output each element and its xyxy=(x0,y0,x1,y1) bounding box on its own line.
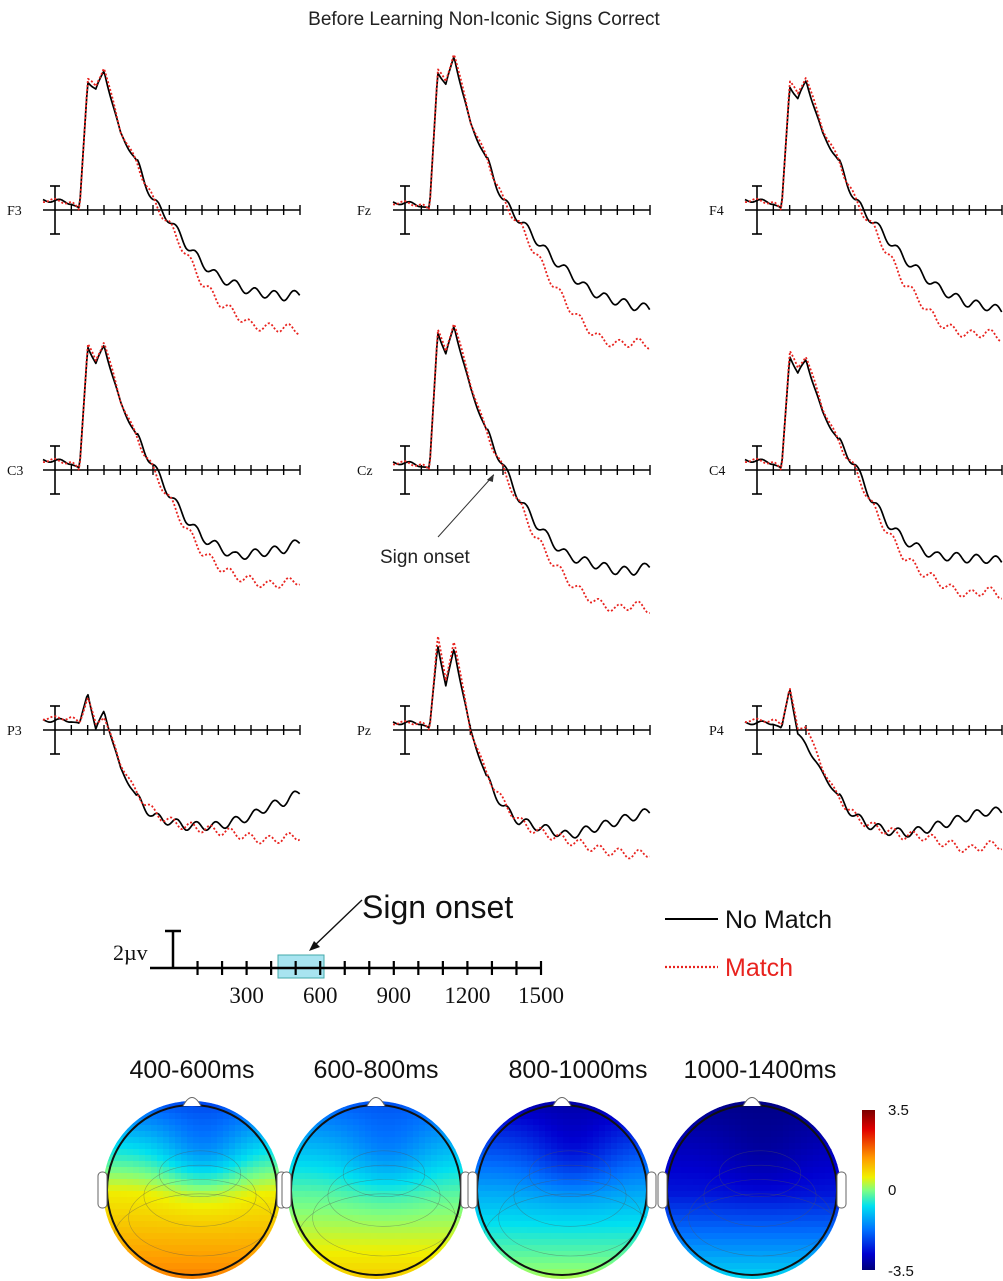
no-match-series-line xyxy=(392,646,651,839)
scale-sign-onset-label: Sign onset xyxy=(362,889,513,925)
topo-contour xyxy=(528,1150,612,1198)
topo-window-label: 800-1000ms xyxy=(509,1056,648,1084)
colorbar: 3.5 0 -3.5 xyxy=(862,1102,914,1280)
topo-color-field xyxy=(103,1101,281,1279)
topo-contour xyxy=(703,1164,817,1227)
sign-onset-arrow-line xyxy=(437,474,495,538)
topo-color-field xyxy=(287,1101,465,1279)
match-series-line xyxy=(42,342,301,589)
colorbar-gradient xyxy=(862,1110,875,1270)
match-series-line xyxy=(744,688,1002,853)
left-ear-shape xyxy=(657,1171,668,1209)
topo-maps: 400-600ms 600-800ms 800-1000ms 1000-1400ms xyxy=(97,1056,847,1279)
topo-contour xyxy=(513,1164,627,1227)
right-ear-shape xyxy=(646,1171,657,1209)
match-series-line xyxy=(42,697,301,845)
topo-window-label: 600-800ms xyxy=(313,1056,438,1084)
no-match-series-line xyxy=(744,356,1003,565)
sign-onset-window xyxy=(277,954,325,979)
electrode-label: C4 xyxy=(709,464,725,479)
figure-title: Before Learning Non-Iconic Signs Correct xyxy=(308,9,660,30)
electrode-label: F3 xyxy=(7,204,22,219)
erp-panels: F3 Fz F4 C3 Cz C4 P3 Pz P4 xyxy=(7,53,1003,860)
topo-map-3: 800-1000ms xyxy=(467,1056,657,1279)
topo-map-2: 600-800ms xyxy=(281,1056,471,1279)
colorbar-min-label: -3.5 xyxy=(888,1263,914,1280)
electrode-label: Fz xyxy=(357,204,371,219)
electrode-label: C3 xyxy=(7,464,23,479)
scale-tick-label: 1500 xyxy=(518,983,564,1008)
no-match-series-line xyxy=(42,345,301,561)
electrode-label: P3 xyxy=(7,724,22,739)
no-match-series-line xyxy=(744,80,1003,313)
scale-tick-label: 1200 xyxy=(444,983,490,1008)
topo-color-field xyxy=(473,1101,651,1279)
topo-window-label: 400-600ms xyxy=(129,1056,254,1084)
scale-sign-onset-arrow xyxy=(312,899,363,948)
match-series-line xyxy=(392,635,651,860)
match-series-line xyxy=(392,53,650,350)
topo-window-label: 1000-1400ms xyxy=(684,1056,837,1084)
topo-color-field xyxy=(663,1101,841,1279)
erp-panel-c3: C3 xyxy=(7,342,301,589)
scale-voltage-label: 2µv xyxy=(113,940,148,965)
no-match-series-line xyxy=(392,326,651,576)
electrode-label: P4 xyxy=(709,724,724,739)
legend: No Match Match xyxy=(665,906,832,982)
right-ear-shape xyxy=(836,1171,847,1209)
sign-onset-label: Sign onset xyxy=(380,547,471,568)
left-ear-shape xyxy=(467,1171,478,1209)
legend-no-match-label: No Match xyxy=(725,906,832,934)
erp-panel-fz: Fz xyxy=(357,53,651,350)
topo-map-4: 1000-1400ms xyxy=(657,1056,847,1279)
nose-shape xyxy=(552,1097,572,1107)
match-series-line xyxy=(392,323,650,614)
sign-onset-annotation: Sign onset xyxy=(380,474,495,568)
no-match-series-line xyxy=(42,693,301,832)
left-ear-shape xyxy=(97,1171,108,1209)
match-series-line xyxy=(42,67,300,335)
match-series-line xyxy=(744,350,1002,600)
electrode-label: F4 xyxy=(709,204,724,219)
erp-panel-p4: P4 xyxy=(709,688,1003,853)
colorbar-max-label: 3.5 xyxy=(888,1102,909,1119)
scale-sign-onset-arrowhead xyxy=(309,941,320,951)
colorbar-mid-label: 0 xyxy=(888,1182,896,1199)
electrode-label: Pz xyxy=(357,724,371,739)
no-match-series-line xyxy=(744,689,1003,838)
no-match-series-line xyxy=(42,70,301,302)
erp-panel-pz: Pz xyxy=(357,635,651,860)
nose-shape xyxy=(366,1097,386,1107)
electrode-label: Cz xyxy=(357,464,373,479)
erp-panel-cz: Cz xyxy=(357,323,651,614)
erp-panel-f3: F3 xyxy=(7,67,301,335)
sign-onset-arrowhead xyxy=(486,474,494,482)
topo-map-1: 400-600ms xyxy=(97,1056,287,1279)
erp-panel-p3: P3 xyxy=(7,693,301,845)
nose-shape xyxy=(742,1097,762,1107)
left-ear-shape xyxy=(281,1171,292,1209)
legend-match-label: Match xyxy=(725,954,793,982)
topo-contour xyxy=(327,1164,441,1227)
topo-contour xyxy=(718,1150,802,1198)
topo-contour xyxy=(342,1150,426,1198)
topo-contour xyxy=(143,1164,257,1227)
erp-panel-c4: C4 xyxy=(709,350,1003,600)
nose-shape xyxy=(182,1097,202,1107)
scale-tick-label: 600 xyxy=(303,983,338,1008)
erp-panel-f4: F4 xyxy=(709,77,1003,342)
scale-legend: 300 600 900 1200 1500 2µv Sign onset xyxy=(113,889,564,1008)
scale-tick-label: 300 xyxy=(229,983,264,1008)
topo-contour xyxy=(158,1150,242,1198)
scale-tick-label: 900 xyxy=(377,983,412,1008)
